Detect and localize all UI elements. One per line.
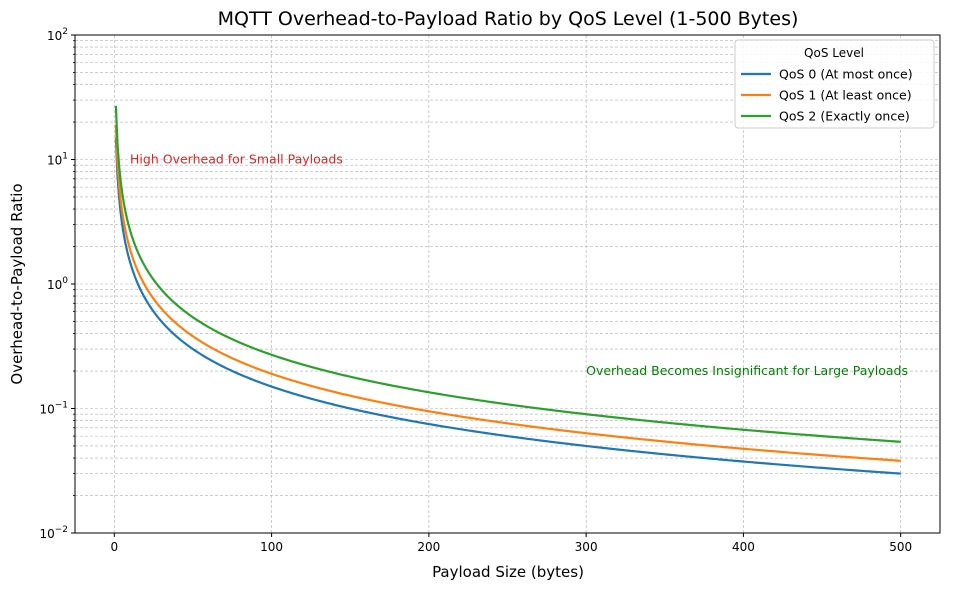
y-tick-label: 102	[47, 27, 68, 43]
x-tick-label: 400	[732, 540, 755, 554]
y-axis-label: Overhead-to-Payload Ratio	[8, 183, 26, 384]
annotation-0: High Overhead for Small Payloads	[130, 152, 343, 167]
legend: QoS Level QoS 0 (At most once) QoS 1 (At …	[734, 39, 935, 129]
chart-title: MQTT Overhead-to-Payload Ratio by QoS Le…	[218, 8, 799, 30]
series-line-qos-0	[114, 137, 901, 475]
y-tick-label: 100	[47, 276, 68, 292]
series-line-qos-1	[114, 124, 901, 462]
legend-label-0: QoS 0 (At most once)	[779, 67, 913, 82]
x-axis: 0 100 200 300 400 500	[110, 533, 912, 554]
y-tick-label: 10−2	[39, 525, 68, 541]
y-tick-label: 10−1	[39, 401, 68, 417]
legend-box	[734, 39, 935, 129]
legend-label-2: QoS 2 (Exactly once)	[779, 109, 910, 124]
x-tick-label: 0	[110, 540, 118, 554]
annotations: High Overhead for Small Payloads Overhead…	[130, 152, 908, 379]
x-tick-label: 500	[889, 540, 912, 554]
legend-label-1: QoS 1 (At least once)	[779, 88, 912, 103]
y-tick-label: 101	[47, 152, 68, 168]
x-axis-label: Payload Size (bytes)	[432, 563, 584, 581]
x-tick-label: 200	[417, 540, 440, 554]
x-tick-label: 100	[260, 540, 283, 554]
series-line-qos-2	[114, 105, 901, 443]
x-tick-label: 300	[575, 540, 598, 554]
y-axis: 10−2 10−1 100 101 102	[39, 27, 75, 541]
annotation-1: Overhead Becomes Insignificant for Large…	[586, 363, 908, 378]
series-layer	[114, 105, 901, 475]
legend-title: QoS Level	[804, 46, 864, 60]
